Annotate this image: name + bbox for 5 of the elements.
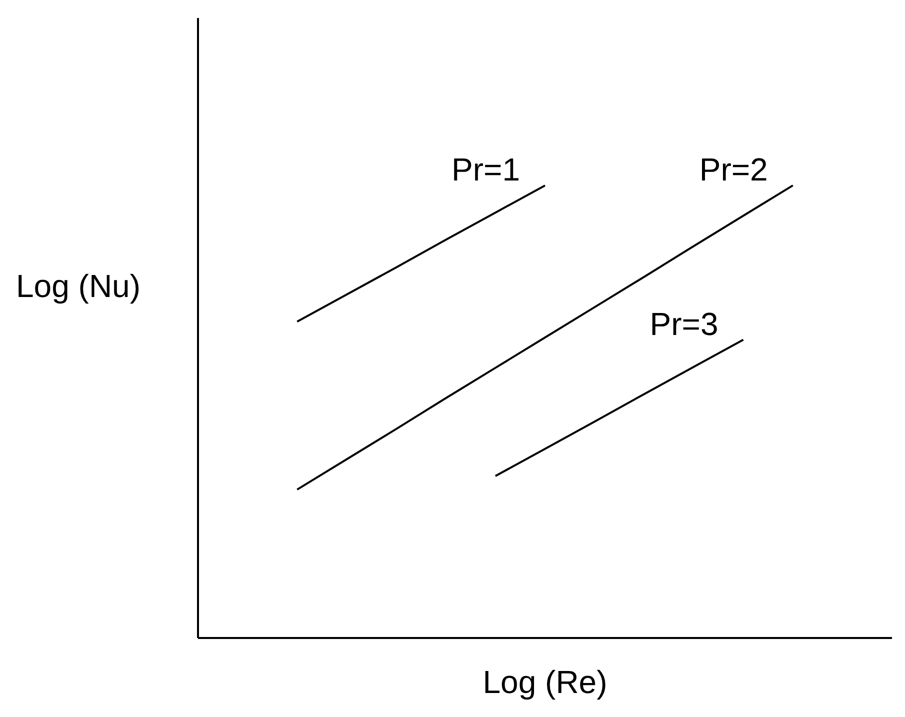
y-axis-title: Log (Nu) — [16, 268, 140, 304]
x-axis-title: Log (Re) — [482, 664, 608, 700]
series-label: Pr=2 — [699, 151, 768, 188]
series-label: Pr=3 — [650, 306, 718, 342]
series-label: Pr=1 — [452, 151, 520, 188]
